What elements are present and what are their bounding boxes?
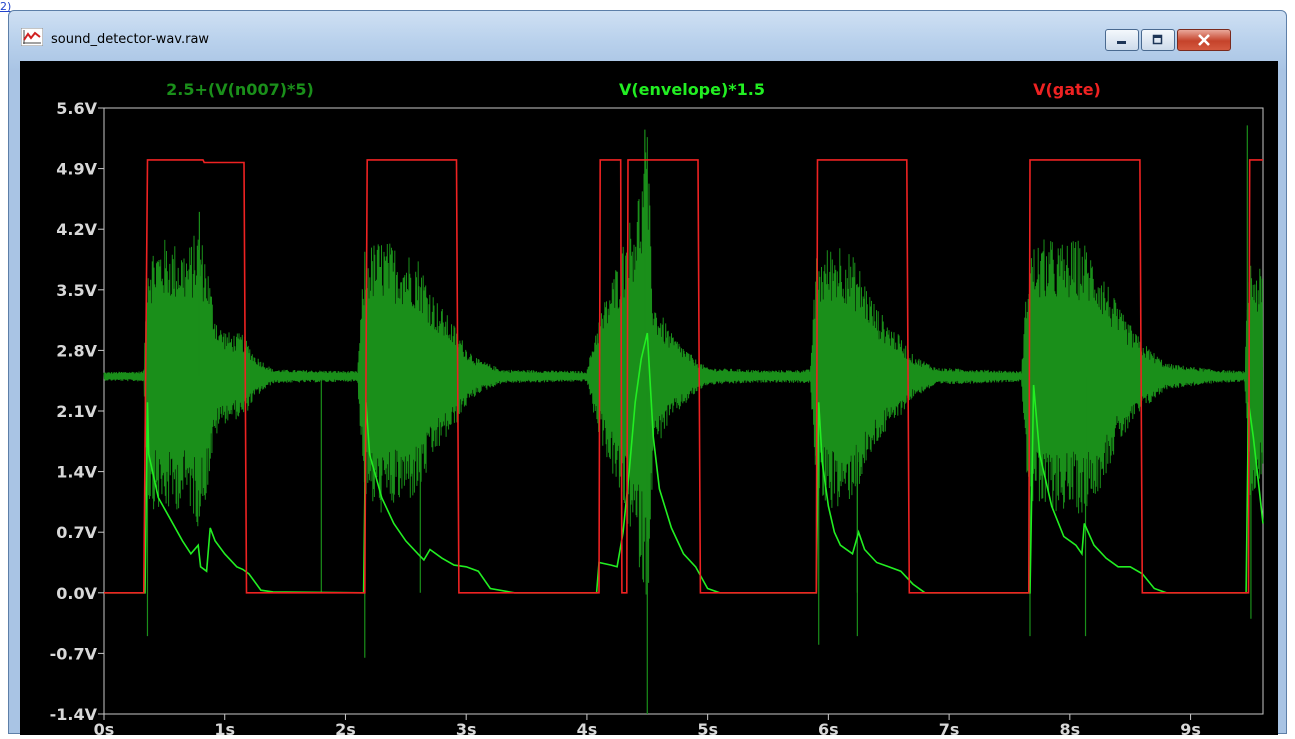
close-icon xyxy=(1198,34,1210,46)
y-tick-label: 4.2V xyxy=(56,220,97,239)
y-tick-label: 0.7V xyxy=(56,523,97,542)
plot-area[interactable]: 2.5+(V(n007)*5) V(envelope)*1.5 V(gate) 5.… xyxy=(20,61,1278,739)
legend-entry[interactable]: V(envelope)*1.5 xyxy=(619,80,765,99)
maximize-icon xyxy=(1152,34,1163,45)
close-button[interactable] xyxy=(1177,29,1231,51)
title-bar[interactable]: sound_detector-wav.raw xyxy=(9,11,1286,61)
minimize-button[interactable] xyxy=(1105,29,1139,51)
y-tick-label: 0.0V xyxy=(56,584,97,603)
y-tick-label: -0.7V xyxy=(50,644,98,663)
x-tick-label: 8s xyxy=(1060,720,1081,735)
y-tick-label: 5.6V xyxy=(56,99,97,118)
legend: 2.5+(V(n007)*5) V(envelope)*1.5 V(gate) xyxy=(166,80,1101,99)
trace-envelope[interactable] xyxy=(104,332,1264,594)
y-tick-label: 1.4V xyxy=(56,463,97,482)
plot-window: sound_detector-wav.raw 2.5+(V(n007)*5) V(… xyxy=(8,10,1287,739)
legend-entry[interactable]: 2.5+(V(n007)*5) xyxy=(166,80,314,99)
y-tick-label: 4.9V xyxy=(56,160,97,179)
trace-gate[interactable] xyxy=(104,159,1263,594)
window-title: sound_detector-wav.raw xyxy=(51,32,210,47)
y-tick-label: -1.4V xyxy=(50,705,98,724)
minimize-icon xyxy=(1117,41,1126,44)
waveform-chart[interactable]: 2.5+(V(n007)*5) V(envelope)*1.5 V(gate) 5.… xyxy=(20,61,1278,739)
y-axis: 5.6V 4.9V 4.2V 3.5V 2.8V 2.1V 1.4V 0.7V 0.0V -0.7… xyxy=(50,99,104,724)
y-tick-label: 2.8V xyxy=(56,341,97,360)
x-tick-label: 4s xyxy=(577,720,598,735)
maximize-button[interactable] xyxy=(1141,29,1175,51)
legend-entry[interactable]: V(gate) xyxy=(1033,80,1101,99)
corner-link-text[interactable]: 2) xyxy=(0,0,12,13)
x-tick-label: 6s xyxy=(818,720,839,735)
x-axis: 0s 1s 2s 3s 4s 5s 6s 7s 8s 9s xyxy=(94,714,1201,739)
traces xyxy=(103,125,1264,714)
x-tick-label: 2s xyxy=(335,720,356,735)
waveform-plot-icon xyxy=(21,28,43,46)
y-tick-label: 3.5V xyxy=(56,281,97,300)
trace-audio[interactable] xyxy=(103,137,1264,595)
x-tick-label: 0s xyxy=(94,720,115,735)
x-tick-label: 5s xyxy=(697,720,718,735)
x-tick-label: 3s xyxy=(456,720,477,735)
x-tick-label: 9s xyxy=(1180,720,1201,735)
x-tick-label: 1s xyxy=(214,720,235,735)
x-tick-label: 7s xyxy=(939,720,960,735)
y-tick-label: 2.1V xyxy=(56,402,97,421)
